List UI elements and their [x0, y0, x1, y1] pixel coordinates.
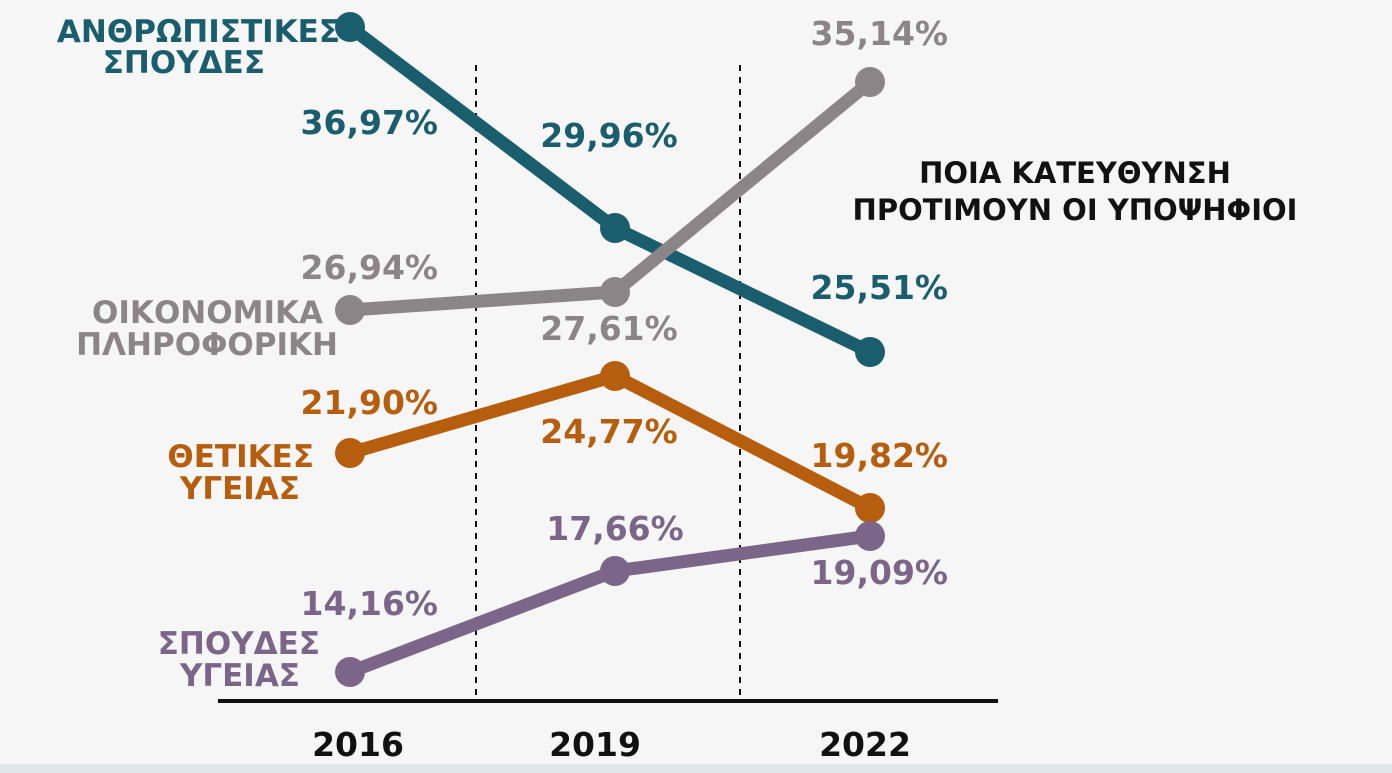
bottom-strip	[0, 764, 1392, 773]
x-tick-label: 2022	[819, 725, 911, 764]
series-name-health-line-1: ΣΠΟΥΔΕΣ	[158, 626, 320, 662]
series-name-economics-line-1: ΟΙΚΟΝΟΜΙΚΑ	[92, 295, 323, 331]
data-label-health: 19,09%	[811, 553, 948, 592]
series-name-economics-line-2: ΠΛΗΡΟΦΟΡΙΚΗ	[76, 327, 338, 363]
series-name-health-line-2: ΥΓΕΙΑΣ	[179, 658, 300, 694]
data-point-economics	[335, 295, 365, 325]
data-point-health	[600, 556, 630, 586]
data-label-humanities: 29,96%	[540, 116, 677, 155]
data-point-economics	[855, 67, 885, 97]
series-name-sciences-line-1: ΘΕΤΙΚΕΣ	[167, 439, 314, 475]
data-point-health	[335, 657, 365, 687]
x-tick-label: 2019	[549, 725, 641, 764]
chart-title-line-1: ΠΟΙΑ ΚΑΤΕΥΘΥΝΣΗ	[919, 156, 1231, 190]
data-label-humanities: 25,51%	[811, 268, 948, 307]
data-label-sciences: 24,77%	[540, 412, 677, 451]
data-label-humanities: 36,97%	[301, 103, 438, 142]
data-label-economics: 35,14%	[811, 14, 948, 53]
data-label-sciences: 19,82%	[811, 436, 948, 475]
data-point-humanities	[600, 213, 630, 243]
data-point-health	[855, 521, 885, 551]
data-point-sciences	[855, 493, 885, 523]
data-label-economics: 27,61%	[540, 309, 677, 348]
series-name-humanities-line-1: ΑΝΘΡΩΠΙΣΤΙΚΕΣ	[57, 14, 340, 50]
data-point-humanities	[855, 337, 885, 367]
chart-title-line-2: ΠΡΟΤΙΜΟΥΝ ΟΙ ΥΠΟΨΗΦΙΟΙ	[853, 193, 1298, 227]
data-label-sciences: 21,90%	[301, 383, 438, 422]
x-tick-label: 2016	[312, 725, 404, 764]
data-label-health: 14,16%	[301, 584, 438, 623]
data-point-economics	[600, 277, 630, 307]
data-label-economics: 26,94%	[301, 248, 438, 287]
data-point-sciences	[600, 361, 630, 391]
data-point-humanities	[335, 12, 365, 42]
series-name-humanities-line-2: ΣΠΟΥΔΕΣ	[103, 45, 265, 81]
data-point-sciences	[335, 438, 365, 468]
series-name-sciences-line-2: ΥΓΕΙΑΣ	[179, 471, 300, 507]
data-label-health: 17,66%	[546, 509, 683, 548]
